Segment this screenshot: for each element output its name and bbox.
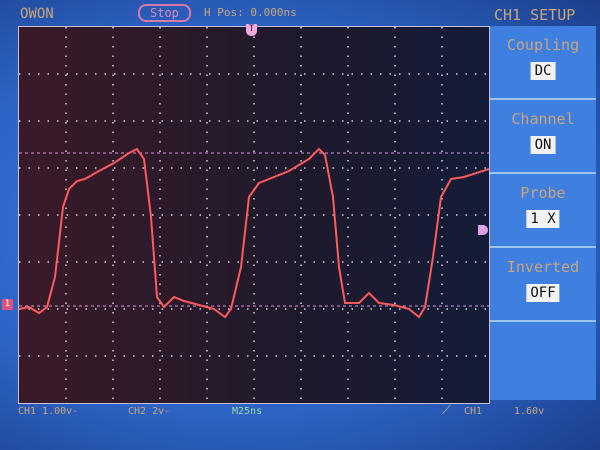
run-state-badge[interactable]: Stop bbox=[138, 4, 191, 22]
menu-title: CH1 SETUP bbox=[494, 6, 576, 24]
trigger-level-marker[interactable] bbox=[478, 225, 488, 235]
timebase: M25ns bbox=[232, 406, 263, 417]
inverted-value: OFF bbox=[526, 284, 560, 302]
menu-channel[interactable]: Channel ON bbox=[490, 100, 596, 174]
inverted-label: Inverted bbox=[506, 258, 580, 276]
ch1-ground-marker[interactable]: 1 bbox=[2, 299, 13, 310]
coupling-label: Coupling bbox=[506, 36, 580, 54]
brand-logo: OWON bbox=[20, 6, 54, 22]
menu-probe[interactable]: Probe 1 X bbox=[490, 174, 596, 248]
h-position: H Pos: 0.000ns bbox=[204, 6, 297, 19]
ch2-scale: CH2 2v- bbox=[128, 406, 171, 417]
menu-empty bbox=[490, 322, 596, 400]
coupling-value: DC bbox=[530, 62, 556, 80]
waveform-grid bbox=[18, 26, 490, 404]
probe-value: 1 X bbox=[526, 210, 560, 228]
ch1-setup-menu: Coupling DC Channel ON Probe 1 X Inverted OF… bbox=[490, 26, 596, 402]
trigger-source: CH1 bbox=[464, 406, 483, 417]
trigger-level: 1.60v bbox=[514, 406, 545, 417]
trigger-position-marker[interactable]: T bbox=[246, 24, 257, 36]
menu-inverted[interactable]: Inverted OFF bbox=[490, 248, 596, 322]
channel-label: Channel bbox=[511, 110, 575, 128]
channel-value: ON bbox=[530, 136, 556, 154]
ch1-trace bbox=[18, 147, 490, 319]
probe-label: Probe bbox=[520, 184, 566, 202]
ch1-scale: CH1 1.00v- bbox=[18, 406, 79, 417]
rising-edge-icon: ⟋ bbox=[442, 403, 452, 418]
menu-coupling[interactable]: Coupling DC bbox=[490, 26, 596, 100]
